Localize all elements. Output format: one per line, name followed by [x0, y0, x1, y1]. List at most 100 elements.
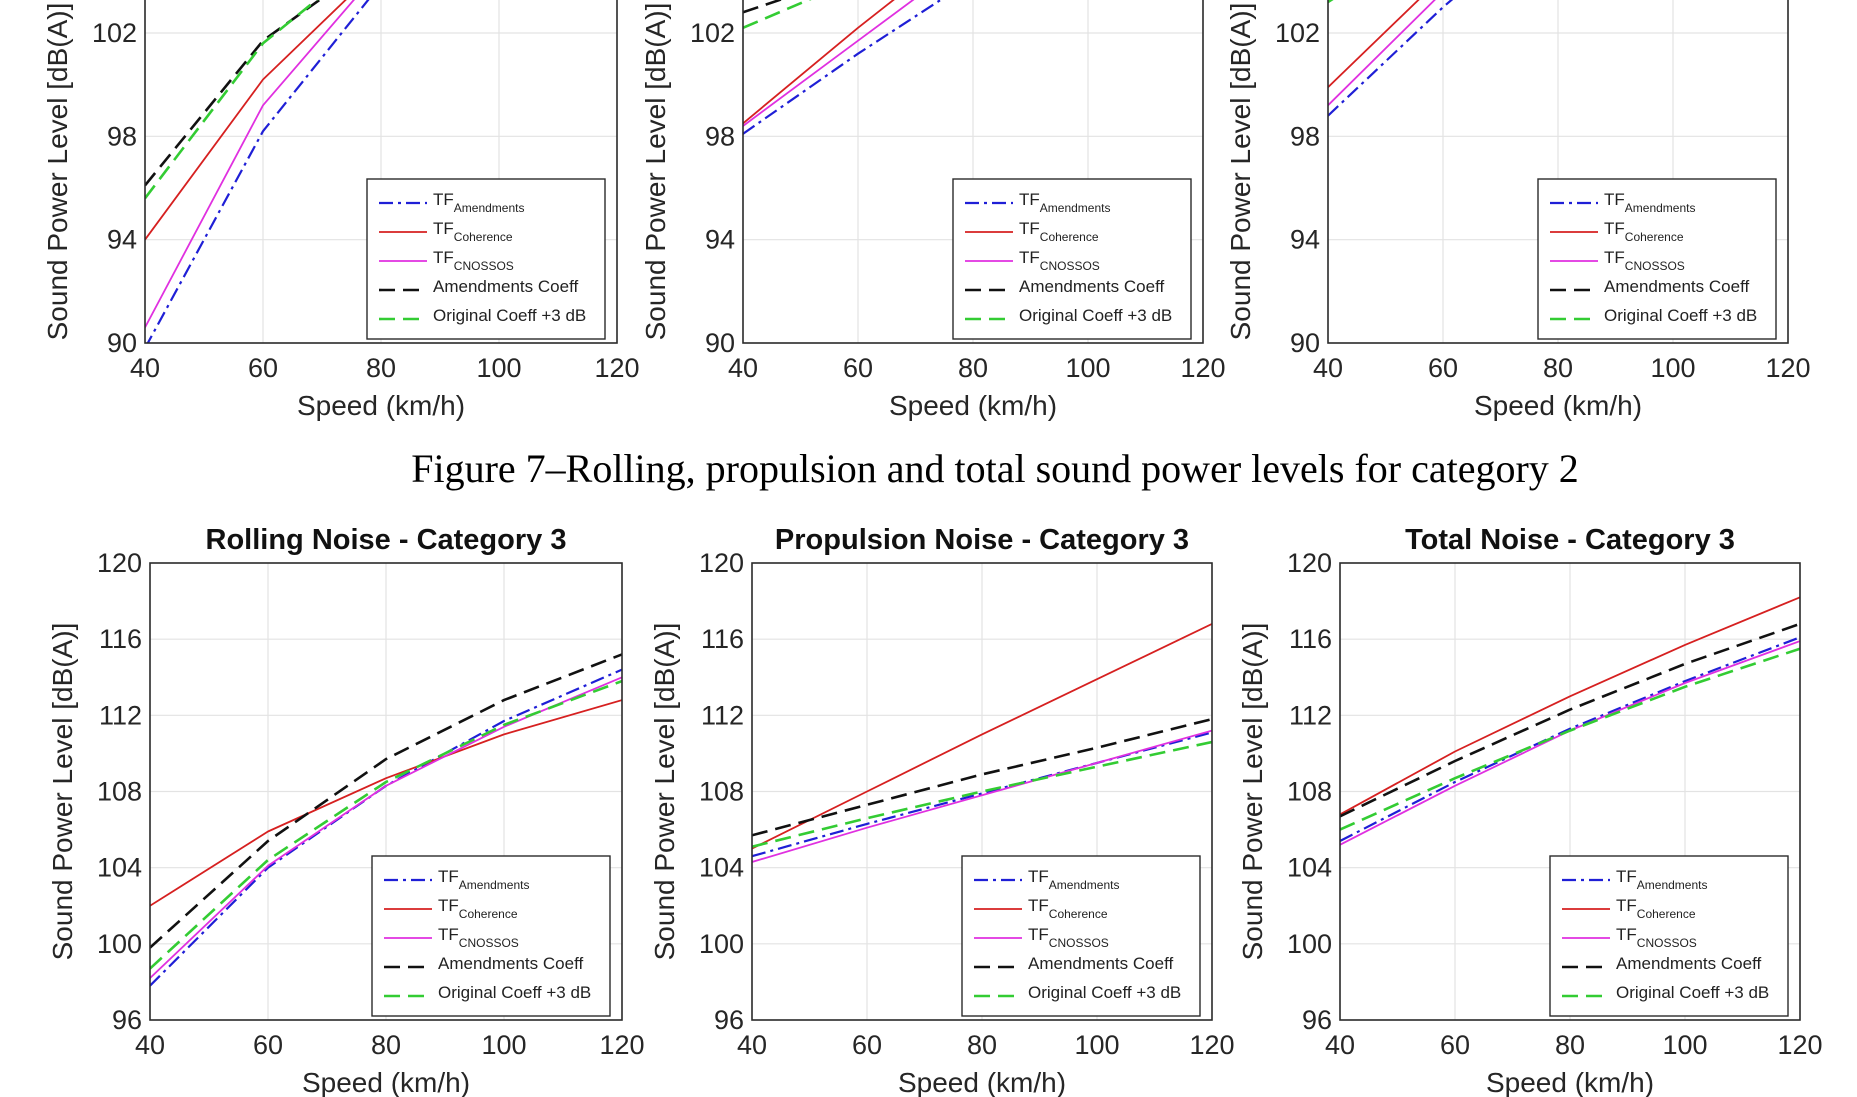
x-tick-label: 100: [1065, 353, 1110, 383]
legend-label-amendments-coeff: Amendments Coeff: [438, 954, 583, 973]
x-axis-label: Speed (km/h): [898, 1067, 1066, 1097]
x-tick-label: 100: [1650, 353, 1695, 383]
series-line-tf-cnossos: [743, 0, 915, 127]
legend-label-tf-cnossos: TFCNOSSOS: [1019, 248, 1100, 273]
y-tick-label: 90: [705, 328, 735, 358]
y-tick-label: 112: [1289, 700, 1332, 730]
y-tick-label: 98: [705, 121, 735, 151]
legend-box: [952, 178, 1192, 340]
y-tick-label: 108: [699, 777, 744, 807]
x-tick-label: 80: [1543, 353, 1573, 383]
x-tick-label: 40: [728, 353, 758, 383]
y-axis-label: Sound Power Level [dB(A)]: [649, 623, 680, 961]
y-tick-label: 96: [1302, 1005, 1332, 1035]
y-tick-label: 100: [1287, 929, 1332, 959]
legend: TFAmendments TFCoherence TFCNOSSOS Amendmen…: [1537, 178, 1777, 340]
series-line-amendments-coeff: [1340, 622, 1800, 818]
x-tick-label: 100: [1662, 1030, 1707, 1060]
x-axis-label: Speed (km/h): [889, 390, 1057, 421]
x-tick-label: 80: [366, 353, 396, 383]
y-axis-label: Sound Power Level [dB(A)]: [1225, 3, 1256, 341]
y-tick-label: 100: [699, 929, 744, 959]
y-tick-label: 96: [112, 1005, 142, 1035]
series-line-tf-coherence: [150, 699, 622, 907]
y-tick-label: 94: [705, 225, 735, 255]
y-tick-label: 120: [97, 548, 142, 578]
x-tick-label: 40: [135, 1030, 165, 1060]
legend-label-amendments-coeff: Amendments Coeff: [433, 277, 578, 296]
y-axis-label: Sound Power Level [dB(A)]: [640, 3, 671, 341]
legend-label-amendments-coeff: Amendments Coeff: [1616, 954, 1761, 973]
chart-panel-3: 40 60 80 100 120 90 94 98 102 Speed (km/h) Sound P…: [1225, 0, 1811, 421]
y-tick-label: 98: [107, 121, 137, 151]
x-tick-label: 40: [737, 1030, 767, 1060]
legend-label-original-coeff: Original Coeff +3 dB: [433, 306, 586, 325]
y-tick-label: 98: [1290, 121, 1320, 151]
plot-frame: [742, 0, 1204, 344]
legend-box: [371, 855, 611, 1017]
series-line-amendments-coeff: [752, 717, 1212, 837]
series-line-original-coeff: [150, 679, 622, 970]
legend-label-tf-amendments: TFAmendments: [1604, 190, 1695, 215]
x-tick-label: 60: [253, 1030, 283, 1060]
y-tick-label: 94: [107, 225, 137, 255]
y-tick-label: 102: [92, 18, 137, 48]
legend-label-tf-amendments: TFAmendments: [1028, 867, 1119, 892]
legend-label-tf-amendments: TFAmendments: [438, 867, 529, 892]
legend-label-tf-coherence: TFCoherence: [433, 219, 513, 244]
legend-box: [961, 855, 1201, 1017]
y-tick-label: 116: [701, 624, 744, 654]
legend-label-amendments-coeff: Amendments Coeff: [1028, 954, 1173, 973]
series-line-amendments-coeff: [145, 0, 322, 187]
series-line-tf-coherence: [1340, 596, 1800, 816]
chart-title: Propulsion Noise - Category 3: [775, 524, 1189, 556]
legend-label-tf-coherence: TFCoherence: [1028, 896, 1108, 921]
series-line-tf-cnossos: [752, 729, 1212, 863]
x-tick-label: 120: [1777, 1030, 1822, 1060]
x-tick-label: 60: [1428, 353, 1458, 383]
chart-panel-2: 40 60 80 100 120 90 94 98 102 Speed (km/h) Sound P…: [640, 0, 1226, 421]
y-tick-label: 102: [1275, 18, 1320, 48]
y-tick-label: 104: [1287, 853, 1332, 883]
x-tick-label: 120: [599, 1030, 644, 1060]
y-tick-label: 94: [1290, 225, 1320, 255]
series-line-tf-coherence: [752, 623, 1212, 850]
plot-frame: [149, 562, 623, 1021]
legend-label-tf-coherence: TFCoherence: [438, 896, 518, 921]
x-axis-label: Speed (km/h): [302, 1067, 470, 1097]
series-line-tf-cnossos: [145, 0, 355, 328]
y-axis-label: Sound Power Level [dB(A)]: [42, 3, 73, 341]
x-tick-label: 40: [130, 353, 160, 383]
series-line-amendments-coeff: [150, 653, 622, 949]
chart-panel-5: 40 60 80 100 120 96 100 104 108 112 116 120 Speed (k…: [649, 524, 1235, 1097]
y-tick-label: 96: [714, 1005, 744, 1035]
x-tick-label: 60: [843, 353, 873, 383]
series-line-original-coeff: [752, 740, 1212, 848]
x-tick-label: 100: [476, 353, 521, 383]
x-tick-label: 80: [371, 1030, 401, 1060]
legend-label-tf-cnossos: TFCNOSSOS: [1616, 925, 1697, 950]
y-tick-label: 108: [97, 777, 142, 807]
legend-label-tf-cnossos: TFCNOSSOS: [438, 925, 519, 950]
y-tick-label: 90: [107, 328, 137, 358]
x-tick-label: 80: [967, 1030, 997, 1060]
x-tick-label: 60: [248, 353, 278, 383]
series-line-original-coeff: [1340, 647, 1800, 831]
plot-frame: [751, 562, 1213, 1021]
legend-label-original-coeff: Original Coeff +3 dB: [1604, 306, 1757, 325]
y-tick-label: 100: [97, 929, 142, 959]
y-tick-label: 90: [1290, 328, 1320, 358]
x-tick-label: 100: [481, 1030, 526, 1060]
series-line-tf-cnossos: [150, 676, 622, 979]
series-line-tf-amendments: [743, 0, 943, 135]
y-tick-label: 120: [699, 548, 744, 578]
legend: TFAmendments TFCoherence TFCNOSSOS Amendmen…: [366, 178, 606, 340]
y-tick-label: 104: [97, 853, 142, 883]
legend-label-tf-cnossos: TFCNOSSOS: [433, 248, 514, 273]
y-axis-label: Sound Power Level [dB(A)]: [1237, 623, 1268, 961]
legend-label-tf-amendments: TFAmendments: [433, 190, 524, 215]
y-tick-label: 116: [99, 624, 142, 654]
legend-label-original-coeff: Original Coeff +3 dB: [438, 983, 591, 1002]
plot-frame: [144, 0, 618, 344]
legend-label-tf-coherence: TFCoherence: [1616, 896, 1696, 921]
